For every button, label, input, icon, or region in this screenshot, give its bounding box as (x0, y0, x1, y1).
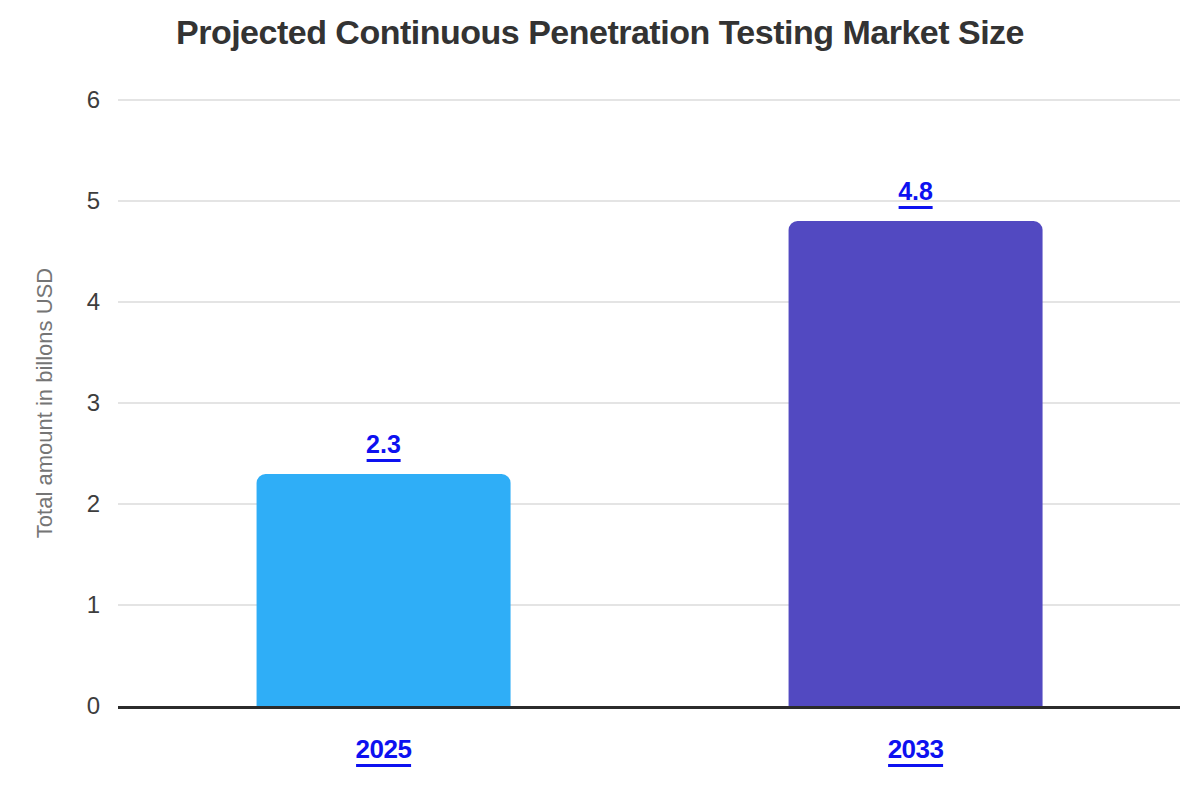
bar-2033 (788, 221, 1043, 706)
bar-value-label-2025[interactable]: 2.3 (366, 432, 401, 462)
plot-area: 01234562.320254.82033 (118, 100, 1180, 709)
gridline (118, 200, 1180, 202)
bar-value-text: 4.8 (898, 179, 933, 209)
y-tick-label: 3 (87, 391, 100, 415)
y-tick-label: 2 (87, 492, 100, 516)
bar-2025 (256, 474, 511, 706)
y-tick-label: 5 (87, 189, 100, 213)
x-category-label-2025[interactable]: 2025 (356, 736, 412, 767)
bar-value-label-2033[interactable]: 4.8 (898, 179, 933, 209)
x-category-label-2033[interactable]: 2033 (888, 736, 944, 767)
bar-value-text: 2.3 (366, 432, 401, 462)
y-tick-label: 1 (87, 593, 100, 617)
chart-title: Projected Continuous Penetration Testing… (0, 13, 1200, 52)
x-category-text: 2025 (356, 736, 412, 767)
y-tick-label: 6 (87, 88, 100, 112)
y-tick-label: 0 (87, 694, 100, 718)
y-axis-title: Total amount in billons USD (32, 268, 58, 538)
y-tick-label: 4 (87, 290, 100, 314)
chart-canvas: Projected Continuous Penetration Testing… (0, 0, 1200, 800)
gridline (118, 99, 1180, 101)
x-category-text: 2033 (888, 736, 944, 767)
